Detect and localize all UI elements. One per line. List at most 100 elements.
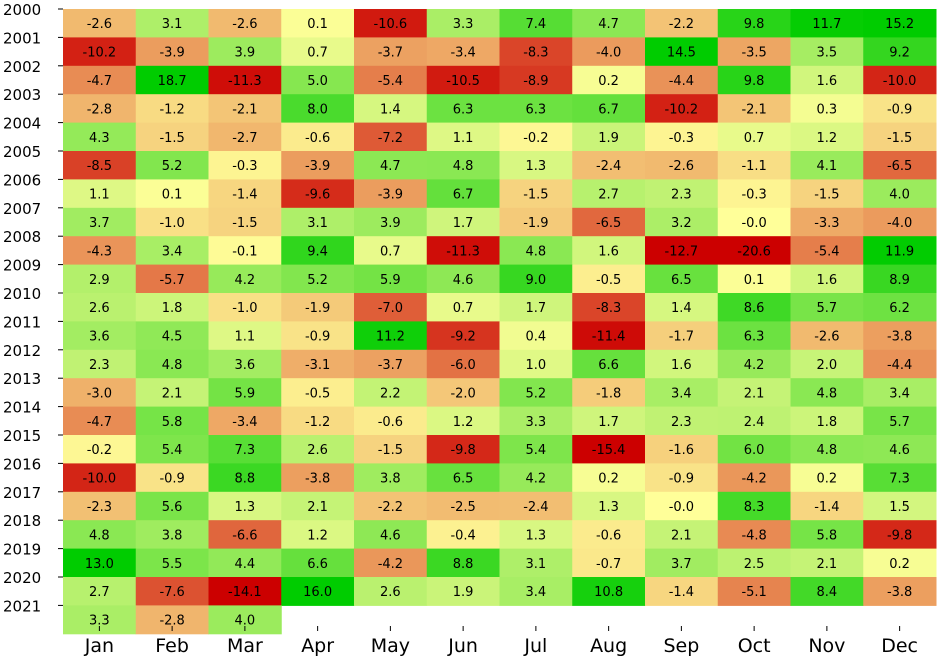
cell-value-label: 2.5 bbox=[744, 557, 765, 572]
cell-value-label: -1.5 bbox=[814, 188, 839, 203]
cell-value-label: -0.6 bbox=[378, 415, 403, 430]
cell-value-label: 0.7 bbox=[307, 46, 328, 61]
heatmap-cell bbox=[63, 321, 137, 351]
cell-value-label: -5.1 bbox=[741, 585, 766, 600]
heatmap-cell bbox=[572, 122, 646, 152]
heatmap-cell bbox=[426, 520, 500, 550]
cell-value-label: 8.3 bbox=[744, 500, 765, 515]
cell-value-label: 1.1 bbox=[235, 330, 256, 345]
heatmap-cell bbox=[499, 435, 573, 464]
heatmap-cell bbox=[63, 548, 137, 578]
heatmap-cell bbox=[426, 37, 500, 67]
cell-value-label: 4.2 bbox=[235, 273, 256, 288]
cell-value-label: 5.2 bbox=[162, 159, 183, 174]
heatmap-cell bbox=[499, 491, 573, 521]
cell-value-label: -1.5 bbox=[232, 216, 257, 231]
heatmap-cell bbox=[354, 463, 428, 493]
heatmap-cell bbox=[63, 264, 137, 294]
heatmap-cell bbox=[135, 9, 209, 38]
heatmap-cell bbox=[426, 264, 500, 294]
cell-value-label: -9.2 bbox=[450, 330, 475, 345]
heatmap-cell bbox=[863, 520, 937, 550]
heatmap-cell bbox=[717, 264, 791, 294]
heatmap-cell bbox=[354, 151, 428, 180]
cell-value-label: -2.5 bbox=[450, 500, 475, 515]
cell-value-label: -0.4 bbox=[450, 528, 475, 543]
heatmap-cell bbox=[717, 9, 791, 38]
year-tick-label: 2015 bbox=[3, 427, 41, 445]
cell-value-label: 0.1 bbox=[307, 17, 328, 32]
heatmap-cell bbox=[426, 207, 500, 237]
heatmap-cell bbox=[281, 349, 355, 379]
cell-value-label: -1.4 bbox=[669, 585, 694, 600]
heatmap-cell bbox=[281, 122, 355, 152]
heatmap-cell bbox=[717, 293, 791, 322]
heatmap-cell bbox=[135, 151, 209, 180]
cell-value-label: -1.5 bbox=[378, 443, 403, 458]
month-tick-label: Oct bbox=[738, 635, 771, 657]
cell-value-label: 2.3 bbox=[671, 188, 692, 203]
cell-value-label: -0.0 bbox=[741, 216, 766, 231]
cell-value-label: 4.8 bbox=[89, 528, 110, 543]
cell-value-label: 1.1 bbox=[453, 131, 474, 146]
cell-value-label: 4.3 bbox=[89, 131, 110, 146]
heatmap-cell bbox=[790, 293, 864, 322]
cell-value-label: -4.8 bbox=[741, 528, 766, 543]
heatmap-cell bbox=[135, 37, 209, 67]
heatmap-cells: -2.6 3.1 -2.6 0.1 -10.6 3.3 7.4 4.7 -2.2 9.8 11.7 1… bbox=[63, 9, 937, 635]
cell-value-label: 1.0 bbox=[526, 358, 547, 373]
cell-value-label: 4.8 bbox=[162, 358, 183, 373]
heatmap-cell bbox=[354, 548, 428, 578]
cell-value-label: 5.4 bbox=[526, 443, 547, 458]
heatmap-cell bbox=[499, 236, 573, 266]
heatmap-cell bbox=[863, 321, 937, 351]
heatmap-cell bbox=[645, 435, 719, 464]
heatmap-cell bbox=[717, 378, 791, 408]
heatmap-cell bbox=[208, 264, 282, 294]
cell-value-label: -0.3 bbox=[741, 188, 766, 203]
cell-value-label: 3.3 bbox=[89, 614, 110, 629]
cell-value-label: -3.9 bbox=[378, 188, 403, 203]
cell-value-label: -1.9 bbox=[523, 216, 548, 231]
heatmap-cell bbox=[426, 491, 500, 521]
cell-value-label: 1.6 bbox=[817, 74, 838, 89]
heatmap-cell bbox=[63, 435, 137, 464]
cell-value-label: 1.6 bbox=[671, 358, 692, 373]
heatmap-cell bbox=[863, 264, 937, 294]
cell-value-label: 0.7 bbox=[453, 301, 474, 316]
cell-value-label: -1.2 bbox=[305, 415, 330, 430]
cell-value-label: -0.3 bbox=[232, 159, 257, 174]
year-tick-label: 2019 bbox=[3, 541, 41, 559]
heatmap-cell bbox=[717, 236, 791, 266]
heatmap-cell bbox=[354, 37, 428, 67]
cell-value-label: -7.0 bbox=[378, 301, 403, 316]
cell-value-label: 10.8 bbox=[594, 585, 623, 600]
year-tick-label: 2012 bbox=[3, 342, 41, 360]
year-tick-label: 2016 bbox=[3, 455, 41, 473]
heatmap-cell bbox=[426, 321, 500, 351]
heatmap-cell bbox=[717, 349, 791, 379]
heatmap-cell bbox=[208, 293, 282, 322]
cell-value-label: 13.0 bbox=[85, 557, 114, 572]
cell-value-label: 0.1 bbox=[744, 273, 765, 288]
cell-value-label: 2.0 bbox=[817, 358, 838, 373]
cell-value-label: 7.3 bbox=[889, 472, 910, 487]
heatmap-cell bbox=[63, 577, 137, 606]
heatmap-cell bbox=[426, 151, 500, 180]
heatmap-cell bbox=[499, 548, 573, 578]
cell-value-label: 2.1 bbox=[671, 528, 692, 543]
cell-value-label: 4.5 bbox=[162, 330, 183, 345]
cell-value-label: 0.2 bbox=[817, 472, 838, 487]
heatmap-cell bbox=[645, 264, 719, 294]
heatmap-cell bbox=[208, 37, 282, 67]
heatmap-cell bbox=[499, 179, 573, 209]
year-tick-label: 2004 bbox=[3, 115, 41, 133]
heatmap-cell bbox=[63, 179, 137, 209]
cell-value-label: 3.1 bbox=[526, 557, 547, 572]
cell-value-label: 0.1 bbox=[162, 188, 183, 203]
heatmap-cell bbox=[63, 9, 137, 38]
heatmap-cell bbox=[208, 577, 282, 606]
cell-value-label: 4.2 bbox=[744, 358, 765, 373]
cell-value-label: -10.0 bbox=[883, 74, 917, 89]
heatmap-cell bbox=[790, 9, 864, 38]
